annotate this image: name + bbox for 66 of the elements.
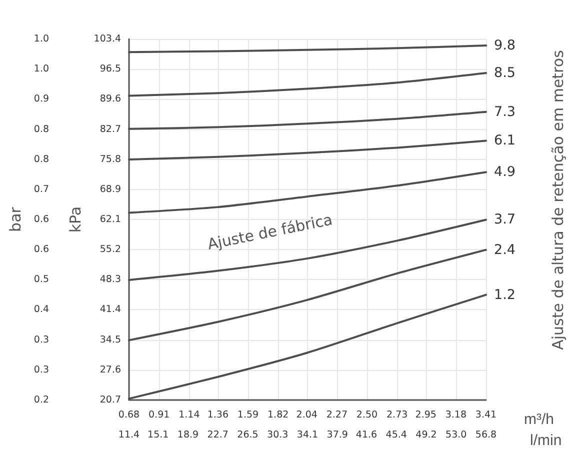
x2-tick-label: 41.6 [356, 430, 378, 440]
x-tick-label: 2.50 [356, 410, 378, 420]
y-tick-label: 96.5 [100, 64, 122, 75]
y-tick-label: 103.4 [94, 34, 122, 44]
x-tick-label: 0.68 [118, 410, 140, 420]
y-tick-label: 75.8 [100, 154, 122, 165]
series-label: 4.9 [494, 164, 516, 180]
legend-title: Ajuste de altura de retenção em metros [549, 50, 567, 350]
x2-tick-label: 11.4 [118, 430, 140, 440]
y2-tick-label: 0.3 [34, 334, 50, 346]
y-tick-label: 89.6 [100, 94, 122, 105]
x2-tick-label: 22.7 [207, 430, 228, 440]
y-tick-label: 55.2 [100, 244, 122, 255]
series-label: 7.3 [494, 104, 516, 120]
x-tick-label: 2.73 [386, 410, 408, 420]
y-tick-label: 41.4 [100, 304, 122, 316]
x-tick-label: 1.59 [237, 410, 259, 420]
y2-tick-label: 0.6 [34, 214, 50, 225]
series-label: 9.8 [494, 38, 516, 54]
y-tick-label: 62.1 [100, 214, 122, 225]
x2-tick-label: 26.5 [237, 430, 258, 440]
x-tick-label: 1.36 [207, 410, 229, 420]
annotation: Ajuste de fábrica [206, 210, 334, 254]
x-tick-label: 1.14 [178, 410, 200, 420]
x2-tick-label: 45.4 [386, 430, 407, 440]
x-axis-title: m³/h [524, 411, 554, 428]
y-tick-label: 34.5 [100, 334, 122, 346]
y2-tick-label: 0.4 [34, 304, 50, 316]
x-tick-label: 2.95 [415, 410, 436, 420]
y2-tick-label: 0.3 [34, 364, 50, 376]
y2-tick-label: 0.9 [34, 94, 50, 105]
y2-tick-label: 1.0 [34, 64, 50, 75]
series-label: 2.4 [494, 242, 516, 258]
y-tick-label: 68.9 [100, 184, 122, 196]
series-label: 1.2 [494, 286, 516, 303]
y-tick-label: 27.6 [100, 364, 122, 376]
x-tick-label: 3.18 [445, 410, 466, 420]
x2-tick-label: 34.1 [296, 430, 318, 440]
x-tick-label: 2.04 [296, 410, 318, 420]
x-tick-label: 1.82 [268, 410, 289, 420]
y2-tick-label: 0.8 [34, 154, 50, 165]
y-tick-label: 48.3 [100, 274, 122, 286]
x2-tick-label: 49.2 [416, 430, 437, 440]
y2-tick-label: 0.7 [34, 184, 50, 196]
series-label: 3.7 [494, 212, 516, 228]
y2-axis-title: bar [6, 206, 24, 232]
y2-tick-label: 0.8 [34, 124, 50, 135]
x2-tick-label: 15.1 [148, 430, 169, 440]
series-label: 8.5 [494, 65, 516, 82]
x2-tick-label: 37.9 [326, 430, 348, 440]
x2-axis-title: l/min [530, 432, 562, 449]
x2-tick-label: 18.9 [177, 430, 199, 440]
x-tick-label: 2.27 [326, 410, 348, 420]
series-label: 6.1 [494, 132, 516, 149]
y-tick-label: 82.7 [100, 124, 122, 135]
x2-tick-label: 30.3 [267, 430, 288, 440]
x2-tick-label: 56.8 [475, 430, 497, 440]
y-axis-title: kPa [66, 206, 84, 233]
y2-tick-label: 0.2 [34, 394, 50, 406]
y2-tick-label: 0.5 [34, 274, 50, 286]
x-tick-label: 0.91 [148, 410, 170, 420]
y2-tick-label: 0.6 [34, 244, 50, 255]
x2-tick-label: 53.0 [446, 430, 467, 440]
y-tick-label: 20.7 [100, 394, 122, 406]
y2-tick-label: 1.0 [34, 34, 50, 44]
x-tick-label: 3.41 [475, 410, 497, 420]
